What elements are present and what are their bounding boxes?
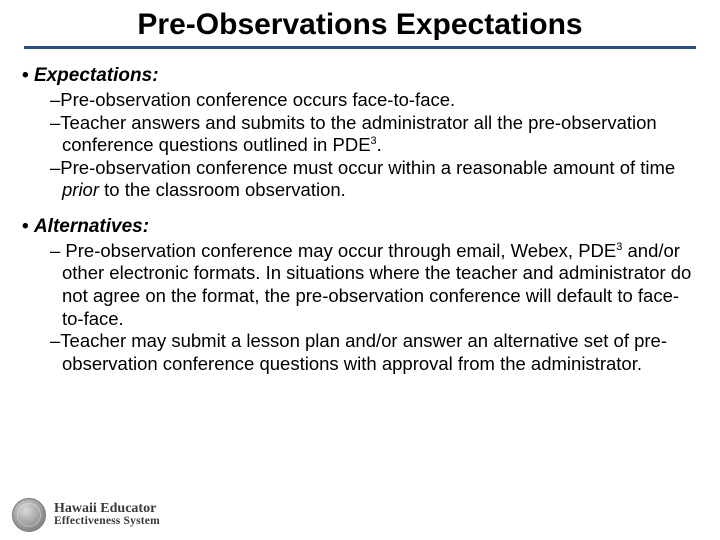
footer-line1: Hawaii Educator — [54, 502, 160, 516]
expectations-heading: • Expectations: — [22, 65, 692, 87]
dash-icon: – — [50, 89, 60, 110]
list-item-tail: to the classroom observation. — [99, 179, 346, 200]
dash-icon: – — [50, 240, 60, 261]
bullet-icon: • — [22, 216, 34, 237]
list-item-tail: . — [377, 134, 382, 155]
footer-branding: Hawaii Educator Effectiveness System — [12, 498, 160, 532]
list-item: –Pre-observation conference must occur w… — [50, 157, 692, 202]
list-item-text: Pre-observation conference occurs face-t… — [60, 89, 455, 110]
list-item: –Pre-observation conference occurs face-… — [50, 89, 692, 112]
dash-icon: – — [50, 157, 60, 178]
list-item-text: Teacher may submit a lesson plan and/or … — [60, 330, 667, 374]
alternatives-heading-text: Alternatives: — [34, 216, 149, 237]
list-item: –Teacher may submit a lesson plan and/or… — [50, 330, 692, 375]
list-item: – Pre-observation conference may occur t… — [50, 240, 692, 330]
dash-icon: – — [50, 112, 60, 133]
alternatives-list: – Pre-observation conference may occur t… — [50, 240, 692, 375]
content-region: • Expectations: –Pre-observation confere… — [0, 49, 720, 375]
list-item: –Teacher answers and submits to the admi… — [50, 112, 692, 157]
italic-word: prior — [62, 179, 99, 200]
list-item-text: Pre-observation conference may occur thr… — [60, 240, 616, 261]
footer-text: Hawaii Educator Effectiveness System — [54, 502, 160, 528]
state-seal-icon — [12, 498, 46, 532]
bullet-icon: • — [22, 65, 34, 86]
list-item-text: Teacher answers and submits to the admin… — [60, 112, 656, 156]
slide-title: Pre-Observations Expectations — [0, 8, 720, 46]
list-item-text: Pre-observation conference must occur wi… — [60, 157, 675, 178]
alternatives-heading: • Alternatives: — [22, 216, 692, 238]
title-region: Pre-Observations Expectations — [0, 0, 720, 49]
dash-icon: – — [50, 330, 60, 351]
expectations-list: –Pre-observation conference occurs face-… — [50, 89, 692, 202]
expectations-heading-text: Expectations: — [34, 65, 159, 86]
footer-line2: Effectiveness System — [54, 516, 160, 528]
